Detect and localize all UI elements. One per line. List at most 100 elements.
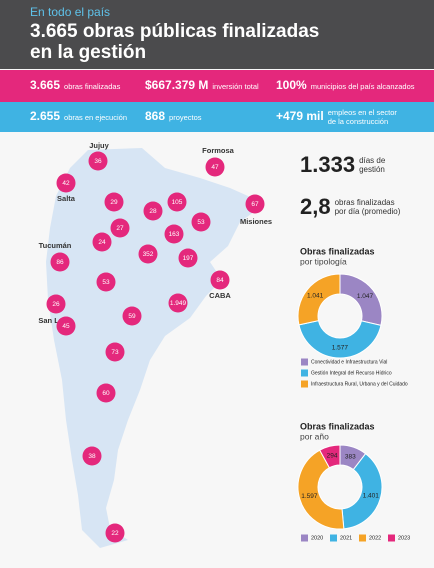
marker-value: 26 [52,301,60,308]
donut-label: 383 [345,453,356,460]
legend-swatch [301,358,308,366]
marker-value: 42 [62,180,70,187]
donut-label: 294 [327,453,338,460]
marker [56,173,76,193]
marker [143,201,163,221]
province-name: San Luis [38,316,69,325]
big-stat: 2,8 [300,194,331,219]
marker-value: 59 [128,313,136,320]
marker-value: 197 [183,255,194,262]
title: 3.665 obras públicas finalizadas [30,21,319,42]
marker [46,294,66,314]
marker-value: 27 [116,225,124,232]
donut-segment [298,320,382,359]
stat-label: proyectos [169,113,202,122]
stat-label: de la construcción [328,117,388,126]
marker-value: 28 [149,208,157,215]
marker-value: 24 [98,239,106,246]
marker [105,342,125,362]
donut-segment [297,273,341,326]
marker [245,194,265,214]
title: en la gestión [30,42,146,63]
marker [138,244,158,264]
legend-label: 2021 [340,535,352,541]
header [0,0,434,69]
marker [164,224,184,244]
marker [167,192,187,212]
blue-band [0,102,434,132]
marker [122,306,142,326]
stat-label: municipios del país alcanzados [311,82,415,91]
marker-value: 45 [62,323,70,330]
province-name: Misiones [240,217,272,226]
legend-swatch [359,534,366,542]
donut-label: 1.047 [357,293,374,300]
stat-value: 2.655 [30,109,60,123]
province-name: Formosa [202,146,235,155]
stat-value: +479 mil [276,109,324,123]
marker-value: 67 [251,201,259,208]
stat-label: obras finalizadas [64,82,121,91]
province-name: CABA [209,291,231,300]
donut-label: 1.041 [307,293,324,300]
marker-value: 53 [197,219,205,226]
marker [56,316,76,336]
legend-swatch [330,534,337,542]
stat-label: empleos en el sector [328,108,398,117]
marker [82,446,102,466]
province-name: Tucumán [39,241,72,250]
province-name: Salta [57,194,76,203]
marker [50,252,70,272]
donut-segment [297,449,345,530]
legend-swatch [301,380,308,388]
chart-title: Obras finalizadas [300,421,375,431]
big-stat-label: días de [359,156,386,165]
legend-label: Conectividad e Infraestructura Vial [311,359,387,365]
marker [105,523,125,543]
marker-value: 73 [111,349,119,356]
marker-value: 53 [102,279,110,286]
stat-label: obras en ejecución [64,113,127,122]
donut-segment [319,444,341,469]
big-stat-label: por día (promedio) [335,207,401,216]
legend-label: 2023 [398,535,410,541]
marker [178,248,198,268]
legend-swatch [388,534,395,542]
donut-segment [341,452,383,530]
province-name: Jujuy [89,141,109,150]
big-stat-label: gestión [359,165,385,174]
legend-swatch [301,369,308,377]
marker-value: 36 [94,158,102,165]
big-stat: 1.333 [300,152,355,177]
donut-label: 1.597 [301,493,318,500]
legend-swatch [301,534,308,542]
stat-value: 3.665 [30,78,60,92]
stat-value: 100% [276,78,307,92]
marker [88,151,108,171]
marker-value: 84 [216,277,224,284]
stat-label: inversión total [212,82,259,91]
marker [110,218,130,238]
marker-value: 105 [172,199,183,206]
marker-value: 352 [143,251,154,258]
marker [96,272,116,292]
chart-subtitle: por año [300,431,329,441]
legend-label: Gestión Integral del Recurso Hídrico [311,370,392,376]
marker [96,383,116,403]
marker-value: 38 [88,453,96,460]
pink-band [0,70,434,102]
marker [104,192,124,212]
legend-label: 2020 [311,535,323,541]
marker-value: 29 [110,199,118,206]
marker-value: 163 [169,231,180,238]
marker-value: 22 [111,530,119,537]
chart-title: Obras finalizadas [300,246,375,256]
stat-value: $667.379 M [145,78,208,92]
donut-label: 1.577 [332,345,349,352]
stat-value: 868 [145,109,165,123]
marker [210,270,230,290]
chart-subtitle: por tipología [300,256,347,266]
big-stat-label: obras finalizadas [335,198,395,207]
kicker: En todo el país [30,5,110,19]
